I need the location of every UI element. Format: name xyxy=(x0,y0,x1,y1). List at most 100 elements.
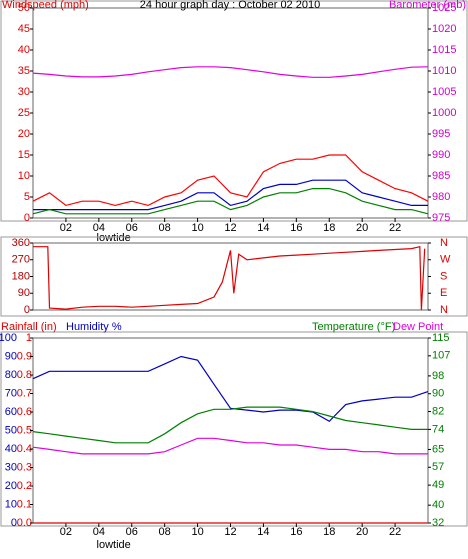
x-tick-label: 04 xyxy=(93,526,105,538)
axis-title: Barometer (mb) xyxy=(389,0,466,11)
series-line xyxy=(33,179,428,211)
x-tick-label: 20 xyxy=(356,222,368,234)
y-tick-label: 115 xyxy=(432,332,450,344)
y-tick-label: 990 xyxy=(432,149,450,161)
y-tick-label: 90 xyxy=(432,388,444,400)
x-tick-label: 22 xyxy=(389,526,401,538)
y-tick-label: 49 xyxy=(432,479,444,491)
y-tick-label: 15 xyxy=(18,149,30,161)
y-tick-label: 1025 xyxy=(432,2,456,14)
y-tick-label: 0 xyxy=(24,304,30,316)
y-tick-label: 50 xyxy=(18,2,30,14)
y-tick-label: N xyxy=(440,237,448,249)
y-tick-label: E xyxy=(440,287,447,299)
x-tick-label: 02 xyxy=(60,526,72,538)
series-line xyxy=(32,437,428,455)
y-tick-label: 0.6 xyxy=(17,406,32,418)
y-tick-label: 985 xyxy=(432,170,450,182)
chart-title: 24 hour graph day : October 02 2010 xyxy=(140,0,320,11)
y-tick-label: 10 xyxy=(18,170,30,182)
x-tick-label: 12 xyxy=(224,526,236,538)
y-tick-label: 90 xyxy=(18,287,30,299)
y-tick-label: W xyxy=(440,254,451,266)
x-tick-label: 14 xyxy=(257,526,269,538)
y-tick-label: 0 xyxy=(24,212,30,224)
y-tick-label: 35 xyxy=(18,65,30,77)
y-tick-label: 0.1 xyxy=(17,498,32,510)
x-tick-label: 10 xyxy=(191,222,203,234)
axis-title: Humidity % xyxy=(66,321,122,333)
y-tick-label: 98 xyxy=(432,370,444,382)
x-tick-label: 22 xyxy=(389,222,401,234)
y-tick-label: 980 xyxy=(432,191,450,203)
y-tick-label: 270 xyxy=(12,254,30,266)
x-tick-label: 20 xyxy=(356,526,368,538)
y-tick-label: 975 xyxy=(432,212,450,224)
y-tick-label: 995 xyxy=(432,128,450,140)
y-tick-label: 0.7 xyxy=(17,387,32,399)
plot-area xyxy=(32,7,429,219)
series-line xyxy=(32,66,429,78)
y-tick-label: 1010 xyxy=(432,65,456,77)
y-tick-label: 45 xyxy=(18,23,30,35)
y-tick-label: 1005 xyxy=(432,86,456,98)
y-tick-label: 30 xyxy=(18,86,30,98)
x-tick-label: 06 xyxy=(126,222,138,234)
y-tick-label: 107 xyxy=(432,350,450,362)
y-tick-label: 60 xyxy=(5,406,17,418)
y-tick-label: 0.8 xyxy=(17,369,32,381)
y-tick-label: 0.4 xyxy=(17,443,32,455)
x-tick-label: 06 xyxy=(126,526,138,538)
x-tick-label: 04 xyxy=(93,222,105,234)
plot-frame xyxy=(0,331,468,527)
x-tick-label: 16 xyxy=(290,222,302,234)
y-tick-label: 30 xyxy=(5,461,17,473)
series-name: Dew Point xyxy=(393,321,443,333)
y-tick-label: 65 xyxy=(432,443,444,455)
x-tick-label: 12 xyxy=(224,222,236,234)
axis-title: Temperature (°F) xyxy=(312,321,395,333)
annotation: lowtide xyxy=(97,232,131,244)
x-tick-label: 08 xyxy=(159,526,171,538)
x-tick-label: 08 xyxy=(159,222,171,234)
series-line xyxy=(32,188,429,215)
y-tick-label: 25 xyxy=(18,107,30,119)
y-tick-label: 10 xyxy=(5,498,17,510)
y-tick-label: 40 xyxy=(18,44,30,56)
series-line xyxy=(33,245,426,311)
axis-title: Rainfall (in) xyxy=(1,321,57,333)
plot-frame xyxy=(0,236,468,317)
y-tick-label: 1015 xyxy=(432,44,456,56)
y-tick-label: 0.9 xyxy=(17,350,32,362)
x-tick-label: 10 xyxy=(191,526,203,538)
y-tick-label: 180 xyxy=(12,270,30,282)
y-tick-label: 0 xyxy=(11,517,17,529)
y-tick-label: 40 xyxy=(432,499,444,511)
y-tick-label: 80 xyxy=(5,369,17,381)
y-tick-label: 20 xyxy=(18,128,30,140)
axis-title: Windspeed (mph) xyxy=(2,0,89,11)
y-tick-label: 70 xyxy=(5,387,17,399)
series-line xyxy=(32,406,428,444)
series-line xyxy=(32,154,429,207)
annotation: lowtide xyxy=(97,539,131,551)
y-tick-label: 1000 xyxy=(432,107,456,119)
y-tick-label: 74 xyxy=(432,423,444,435)
y-tick-label: 1 xyxy=(26,332,32,344)
x-tick-label: 18 xyxy=(323,222,335,234)
y-tick-label: 360 xyxy=(12,237,30,249)
x-tick-label: 18 xyxy=(323,526,335,538)
series-line xyxy=(32,355,429,423)
y-tick-label: 50 xyxy=(5,424,17,436)
y-tick-label: S xyxy=(440,270,447,282)
x-tick-label: 02 xyxy=(60,222,72,234)
y-tick-label: 40 xyxy=(5,443,17,455)
y-tick-label: 0.0 xyxy=(17,517,32,529)
y-tick-label: N xyxy=(440,304,448,316)
y-tick-label: 82 xyxy=(432,405,444,417)
x-tick-label: 16 xyxy=(290,526,302,538)
y-tick-label: 5 xyxy=(24,191,30,203)
y-tick-label: 20 xyxy=(5,480,17,492)
